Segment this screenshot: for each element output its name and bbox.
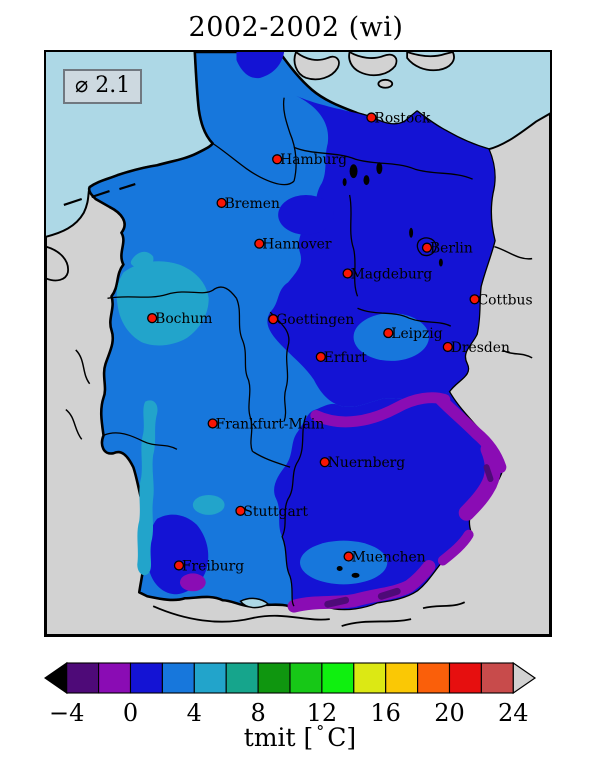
station-label: Hannover (262, 237, 332, 253)
station-marker (421, 242, 433, 253)
station-label: Hamburg (280, 152, 347, 168)
station-label: Stuttgart (243, 504, 308, 520)
colorbar-tick-label: 12 (306, 699, 338, 727)
station-label: Rostock (374, 111, 431, 127)
station-marker (315, 351, 326, 363)
colorbar-segment (98, 662, 132, 694)
station-label: Nuernberg (328, 455, 406, 471)
colorbar-tick-label: 20 (434, 699, 465, 727)
station-label: Muenchen (352, 549, 426, 565)
coastline-details (46, 183, 533, 627)
stations-layer: Rostock Hamburg Bremen Hannover Berlin Magdeb… (147, 111, 533, 574)
colorbar-segment (193, 662, 227, 694)
colorbar-tick-label: 16 (370, 699, 401, 727)
lakes (336, 162, 443, 578)
colorbar-segment (448, 662, 482, 694)
degree-symbol: ° (316, 722, 325, 741)
colorbar-segment (417, 662, 451, 694)
station-label: Bochum (155, 311, 212, 327)
colorbar-segment (225, 662, 259, 694)
station-marker (383, 327, 394, 339)
station-label: Magdeburg (351, 266, 433, 282)
station-label: Leipzig (391, 326, 442, 342)
station-marker (147, 313, 158, 324)
station-label: Cottbus (478, 292, 533, 308)
danish-islands (293, 52, 455, 89)
colorbar-over-arrow (512, 661, 537, 695)
station-label: Berlin (430, 241, 473, 257)
colorbar-under-arrow (44, 661, 68, 695)
station-label: Freiburg (182, 558, 244, 574)
colorbar-segment (321, 662, 355, 694)
station-label: Bremen (225, 196, 280, 212)
colorbar-tick-label: 4 (186, 699, 202, 727)
colorbar-tick-label: 24 (498, 699, 529, 727)
station-label: Dresden (451, 340, 510, 356)
station-marker (254, 238, 265, 249)
station-label: Goettingen (276, 312, 354, 328)
station-marker (235, 505, 246, 516)
colorbar-tick-label: −4 (48, 699, 85, 727)
colorbar-unit-label: tmit [° C] (44, 722, 556, 752)
unit-suffix: C] (327, 723, 357, 752)
station-marker (207, 418, 218, 429)
colorbar-tick-label: 8 (250, 699, 266, 727)
colorbar-segment (66, 662, 100, 694)
station-label: Frankfurt-Main (216, 416, 325, 432)
station-marker (366, 112, 377, 123)
colorbar-segment (161, 662, 195, 694)
lake-constance (239, 597, 270, 609)
station-marker (342, 268, 353, 279)
station-marker (343, 551, 354, 562)
map-frame: Rostock Hamburg Bremen Hannover Berlin Magdeb… (44, 50, 552, 637)
mean-value-label: ⌀ 2.1 (75, 73, 131, 98)
station-marker (268, 314, 279, 325)
station-marker (319, 457, 330, 468)
colorbar (44, 661, 537, 695)
contour-hole-muenchen (299, 540, 388, 585)
colorbar-tick-label: 0 (122, 699, 139, 727)
colorbar-segment (129, 662, 163, 694)
station-label: Erfurt (324, 350, 367, 366)
unit-prefix: tmit [ (243, 723, 314, 752)
colorbar-segment (385, 662, 419, 694)
plot-title: 2002-2002 (wi) (188, 12, 404, 43)
station-marker (216, 197, 227, 209)
colorbar-segment (289, 662, 323, 694)
map-svg: Rostock Hamburg Bremen Hannover Berlin Magdeb… (46, 52, 550, 635)
colorbar-segment (480, 662, 514, 694)
station-marker (442, 341, 453, 353)
contour-blackforest-spot (179, 573, 206, 592)
contour-band-m4-m2 (324, 464, 494, 608)
state-borders (103, 97, 473, 607)
station-marker (469, 294, 480, 305)
station-marker (173, 560, 185, 571)
colorbar-segment (353, 662, 387, 694)
station-marker (272, 154, 283, 165)
colorbar-segment (257, 662, 291, 694)
mean-badge: ⌀ 2.1 (63, 69, 143, 104)
